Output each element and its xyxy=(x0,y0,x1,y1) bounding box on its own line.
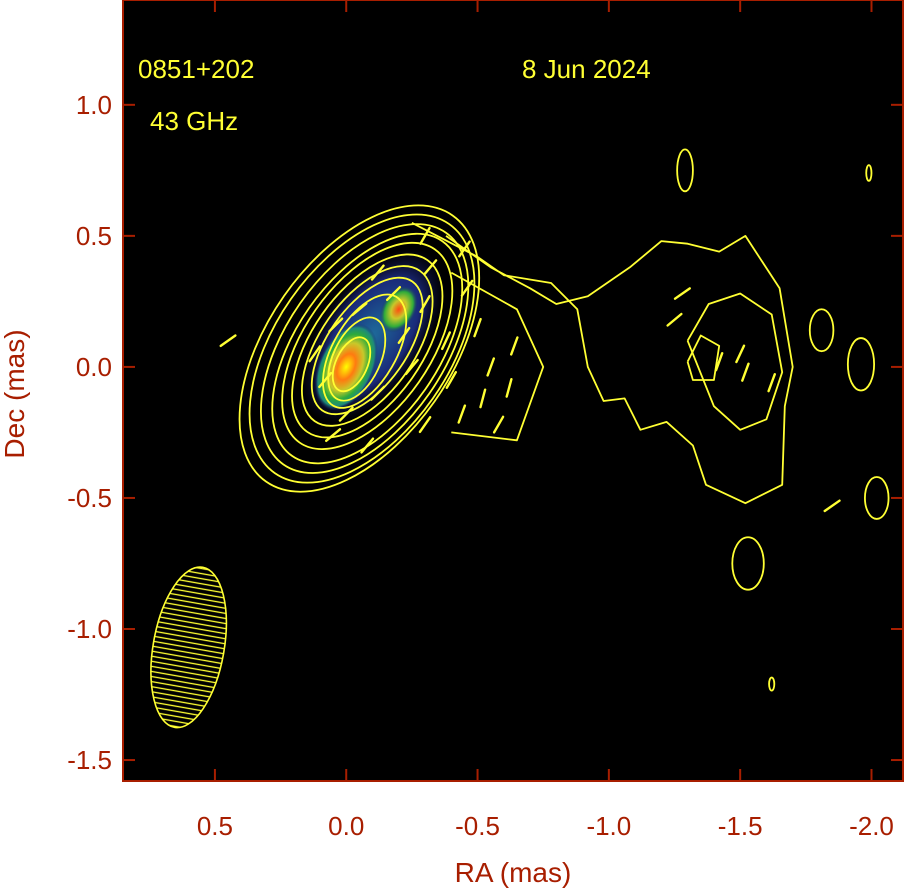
evpa-tick-33 xyxy=(823,499,841,513)
contour-level-11 xyxy=(331,336,372,393)
evpa-tick-26 xyxy=(418,416,432,434)
polarization-vectors xyxy=(219,226,841,513)
evpa-tick-1 xyxy=(219,334,237,348)
beam-ellipse xyxy=(150,566,228,729)
evpa-tick-16 xyxy=(473,317,482,338)
plot-frame xyxy=(122,0,904,782)
isolated-contour-4 xyxy=(846,337,876,392)
frequency-label: 43 GHz xyxy=(150,106,238,136)
isolated-contour-7 xyxy=(768,676,776,692)
evpa-tick-10 xyxy=(419,295,431,313)
evpa-tick-11 xyxy=(423,259,438,276)
contour-level-6 xyxy=(291,253,444,439)
contour-level-8 xyxy=(310,276,424,416)
isolated-contour-5 xyxy=(864,476,890,520)
y-tick-label: 0.0 xyxy=(76,352,112,382)
evpa-tick-6 xyxy=(370,264,385,281)
evpa-tick-4 xyxy=(328,317,344,333)
axis-ticks: 0.5 0.0 -0.5 -1.0 -1.5 -2.0 1.0 0.5 0.0 -0.5 -1.0 -… xyxy=(67,0,903,841)
y-tick-label: -0.5 xyxy=(67,483,112,513)
jet-contour-3 xyxy=(686,292,784,431)
evpa-tick-15 xyxy=(460,279,474,297)
source-name-label: 0851+202 xyxy=(138,54,254,84)
contour-level-1 xyxy=(238,204,481,493)
jet-contour-4 xyxy=(686,334,721,381)
y-axis-title: Dec (mas) xyxy=(0,329,30,458)
evpa-tick-8 xyxy=(397,326,411,344)
evpa-tick-35 xyxy=(458,240,471,258)
contour-layer xyxy=(238,148,890,692)
evpa-tick-23 xyxy=(325,428,342,442)
evpa-tick-9 xyxy=(404,358,419,375)
evpa-tick-7 xyxy=(385,286,402,302)
contour-level-3 xyxy=(260,223,470,474)
x-tick-label: -0.5 xyxy=(455,811,500,841)
jet-component-core xyxy=(314,323,378,411)
evpa-tick-12 xyxy=(441,331,451,351)
evpa-tick-17 xyxy=(479,388,487,409)
evpa-tick-28 xyxy=(673,287,691,300)
evpa-tick-20 xyxy=(505,378,513,398)
evpa-tick-21 xyxy=(510,336,519,356)
evpa-tick-27 xyxy=(666,312,683,327)
observation-date-label: 8 Jun 2024 xyxy=(522,54,651,84)
isolated-contour-1 xyxy=(676,148,694,193)
evpa-tick-18 xyxy=(486,357,495,377)
y-tick-label: 1.0 xyxy=(76,90,112,120)
contour-level-2 xyxy=(248,213,476,484)
evpa-tick-31 xyxy=(741,362,750,382)
y-tick-label: -1.5 xyxy=(67,745,112,775)
y-tick-label: -1.0 xyxy=(67,614,112,644)
contour-level-9 xyxy=(322,293,408,409)
x-tick-label: 0.5 xyxy=(197,811,233,841)
evpa-tick-30 xyxy=(735,344,746,364)
evpa-tick-19 xyxy=(492,415,505,434)
isolated-contour-3 xyxy=(808,308,835,353)
contour-level-5 xyxy=(281,241,454,450)
evpa-tick-34 xyxy=(419,226,431,245)
beam-shape xyxy=(150,566,228,729)
evpa-tick-5 xyxy=(351,302,368,317)
contour-level-4 xyxy=(271,232,464,465)
y-tick-label: 0.5 xyxy=(76,221,112,251)
jet-contour-2 xyxy=(450,271,545,442)
contour-level-10 xyxy=(327,316,387,402)
evpa-tick-2 xyxy=(308,345,322,363)
x-tick-label: -1.0 xyxy=(586,811,631,841)
evpa-tick-24 xyxy=(360,437,375,454)
x-tick-label: -2.0 xyxy=(849,811,894,841)
evpa-tick-25 xyxy=(370,385,386,401)
isolated-contour-2 xyxy=(865,164,873,182)
plot-area xyxy=(123,0,903,781)
x-tick-label: -1.5 xyxy=(718,811,763,841)
evpa-tick-3 xyxy=(318,371,333,389)
x-axis-title: RA (mas) xyxy=(455,857,572,888)
evpa-tick-32 xyxy=(767,373,776,393)
jet-contour-1 xyxy=(411,222,794,505)
x-tick-label: 0.0 xyxy=(328,811,364,841)
evpa-tick-13 xyxy=(445,371,457,389)
evpa-tick-14 xyxy=(457,404,467,424)
isolated-contour-6 xyxy=(731,536,765,591)
evpa-tick-29 xyxy=(714,352,724,372)
evpa-tick-22 xyxy=(338,406,354,422)
